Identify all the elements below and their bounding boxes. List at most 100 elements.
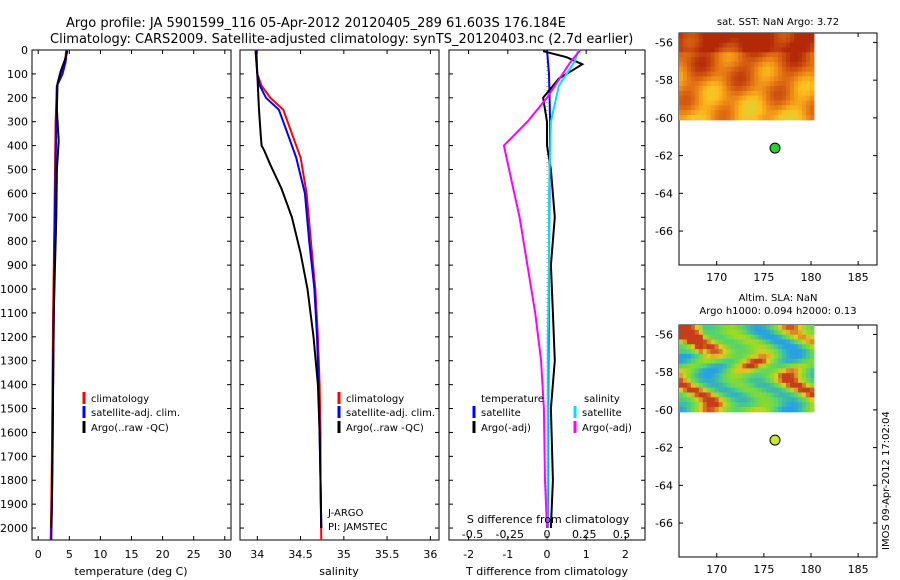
field-cell [742, 105, 748, 111]
field-cell [801, 373, 807, 379]
field-cell [774, 373, 779, 379]
field-cell [698, 358, 704, 365]
field-cell [746, 339, 751, 345]
field-cell [758, 349, 763, 355]
field-cell [797, 363, 803, 369]
field-cell [754, 95, 759, 102]
field-cell [754, 76, 759, 82]
field-cell [710, 402, 716, 408]
field-cell [694, 57, 700, 63]
depth-tick-label: 1800 [0, 474, 28, 487]
field-cell [762, 90, 767, 97]
field-cell [794, 81, 799, 87]
field-cell [690, 368, 696, 374]
map-lat-label: -60 [655, 112, 673, 125]
field-cell [694, 378, 700, 384]
field-cell [750, 81, 755, 87]
field-cell [742, 387, 748, 394]
field-cell [778, 71, 783, 77]
field-cell [758, 334, 763, 341]
field-cell [738, 95, 744, 102]
field-cell [734, 66, 740, 73]
field-cell [782, 110, 787, 116]
field-cell [758, 406, 763, 413]
field-cell [754, 52, 759, 58]
field-cell [718, 86, 724, 92]
field-cell [726, 81, 732, 87]
field-cell [702, 52, 708, 58]
field-cell [790, 57, 795, 63]
field-cell [738, 86, 744, 92]
field-cell [730, 406, 736, 413]
field-cell [790, 349, 795, 355]
field-cell [734, 329, 740, 336]
field-cell [742, 402, 748, 408]
temperature-panel-frame [31, 49, 232, 541]
field-cell [750, 349, 755, 355]
field-cell [809, 37, 815, 44]
field-cell [734, 33, 740, 39]
field-cell [694, 61, 700, 68]
field-cell [782, 392, 787, 398]
field-cell [766, 373, 771, 379]
field-cell [790, 358, 795, 365]
field-cell [734, 358, 740, 365]
field-cell [805, 105, 811, 111]
field-cell [770, 71, 775, 77]
field-cell [698, 110, 704, 116]
field-cell [786, 373, 791, 379]
x-tick-label: 25 [187, 548, 201, 561]
field-cell [778, 81, 783, 87]
field-cell [786, 392, 791, 398]
field-cell [786, 378, 791, 384]
field-cell [762, 339, 767, 345]
field-cell [801, 105, 807, 111]
depth-tick-label: 1200 [0, 331, 28, 344]
field-cell [742, 37, 748, 44]
field-cell [738, 344, 744, 350]
field-cell [714, 76, 720, 82]
field-cell [766, 378, 771, 384]
field-cell [726, 406, 732, 413]
field-cell [694, 95, 700, 102]
field-cell [738, 387, 744, 394]
field-cell [694, 71, 700, 77]
field-cell [770, 90, 775, 97]
field-cell [782, 71, 787, 77]
field-cell [778, 114, 783, 121]
field-cell [710, 57, 716, 63]
field-cell [734, 397, 740, 403]
field-cell [778, 363, 783, 369]
field-cell [698, 100, 704, 106]
field-cell [694, 344, 700, 350]
field-cell [746, 81, 751, 87]
field-cell [750, 378, 755, 384]
field-cell [690, 105, 696, 111]
field-cell [778, 382, 783, 389]
field-cell [770, 33, 775, 39]
field-cell [714, 392, 720, 398]
field-cell [738, 33, 744, 39]
field-cell [801, 42, 807, 49]
field-cell [726, 349, 732, 355]
field-cell [746, 353, 751, 360]
field-cell [706, 33, 712, 39]
field-cell [706, 325, 712, 331]
field-cell [766, 368, 771, 374]
field-cell [682, 33, 688, 39]
field-cell [770, 397, 775, 403]
field-cell [782, 42, 787, 49]
field-cell [750, 105, 755, 111]
field-cell [754, 397, 759, 403]
field-cell [790, 402, 795, 408]
field-cell [790, 114, 795, 121]
field-cell [698, 397, 704, 403]
field-cell [794, 105, 799, 111]
field-cell [718, 95, 724, 102]
field-cell [801, 382, 807, 389]
field-cell [706, 42, 712, 49]
field-cell [758, 37, 763, 44]
field-cell [754, 57, 759, 63]
field-cell [730, 353, 736, 360]
field-cell [805, 52, 811, 58]
